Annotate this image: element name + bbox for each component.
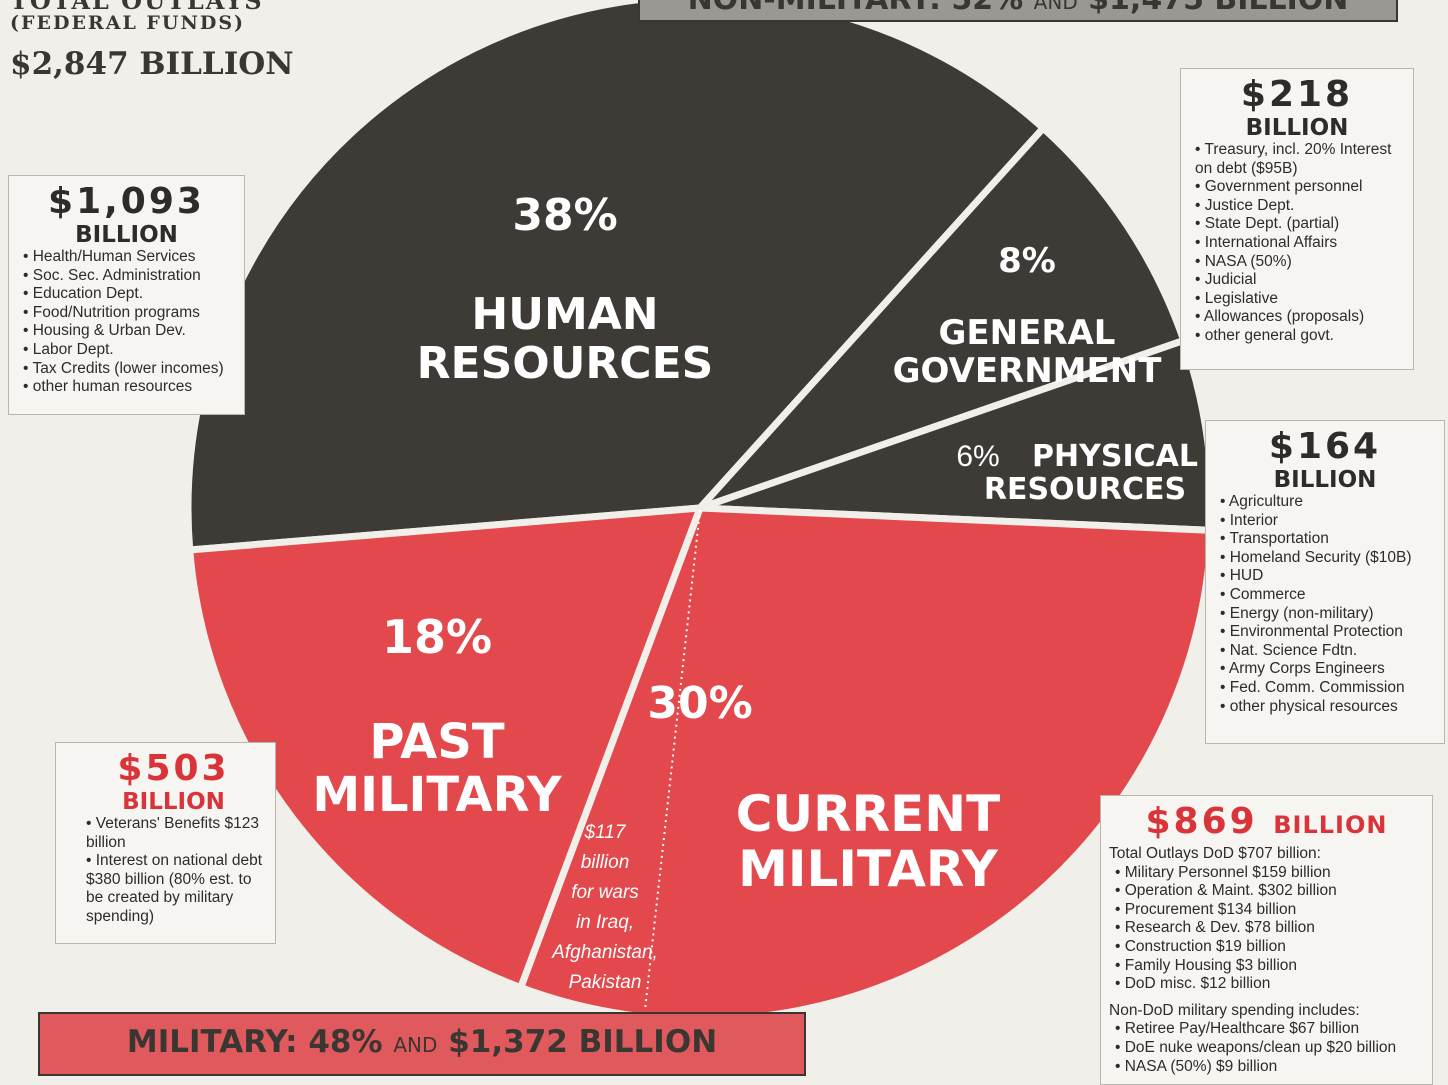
box-item: • Construction $19 billion <box>1115 937 1286 955</box>
box-item: • Commerce <box>1220 585 1306 603</box>
slice-value-label: 30% <box>647 678 753 729</box>
box-amount: $503 <box>117 748 230 789</box>
box-item: • Interest on national debt $380 billion… <box>86 852 263 925</box>
box-item: • State Dept. (partial) <box>1195 215 1340 233</box>
box-item: • Research & Dev. $78 billion <box>1115 919 1315 937</box>
box-unit: BILLION <box>1245 115 1349 141</box>
chart-total: $2,847 BILLION <box>10 46 294 82</box>
war-note-line: Afghanistan, <box>552 942 658 963</box>
box-item: • Education Dept. <box>23 285 144 303</box>
war-note-line: for wars <box>571 882 639 903</box>
box-item: • Labor Dept. <box>23 340 114 358</box>
banner-amount: $1,475 BILLION <box>1088 0 1348 17</box>
box-item: • DoE nuke weapons/clean up $20 billion <box>1115 1038 1397 1056</box>
pie-slice <box>186 504 704 992</box>
box-item: • other human resources <box>23 378 193 396</box>
war-note-line: Pakistan <box>568 972 642 993</box>
box-item: • Government personnel <box>1195 178 1363 196</box>
box-item: • Interior <box>1220 511 1278 529</box>
box-item: • Family Housing $3 billion <box>1115 956 1298 974</box>
banner-lead: MILITARY: 48% <box>126 1024 383 1060</box>
box-item: • Judicial <box>1195 271 1257 289</box>
slice-category-label: GENERAL GOVERNMENT <box>892 313 1162 391</box>
info-box: $164 BILLION • Agriculture • Interior • Tran… <box>1205 420 1445 744</box>
box-item: • Veterans' Benefits $123 billion <box>86 815 259 851</box>
slice-value-label: 38% <box>512 190 618 241</box>
box-unit: BILLION <box>1273 811 1388 839</box>
info-box: $218 BILLION • Treasury, incl. 20% Interes… <box>1180 68 1414 370</box>
war-note-line: billion <box>580 852 630 873</box>
box-unit: BILLION <box>75 222 178 248</box>
box-amount: $1,093 <box>48 181 205 222</box>
banner-lead: NON-MILITARY: 52% <box>688 0 1024 17</box>
box-intro: Total Outlays DoD $707 billion: <box>1109 845 1321 862</box>
box-unit: BILLION <box>1273 467 1377 493</box>
box-item: • DoD misc. $12 billion <box>1115 975 1271 993</box>
top-banner: NON-MILITARY: 52% AND $1,475 BILLION <box>638 0 1398 22</box>
box-unit: BILLION <box>122 789 225 815</box>
box-item: • Soc. Sec. Administration <box>23 266 201 284</box>
box-item: • Nat. Science Fdtn. <box>1220 641 1358 659</box>
box-item: • Food/Nutrition programs <box>23 303 200 321</box>
box-amount: $218 <box>1240 74 1354 115</box>
box-item: • Tax Credits (lower incomes) <box>23 359 224 377</box>
info-box: $503 BILLION • Veterans' Benefits $123 bil… <box>55 742 276 944</box>
war-note: $117 billion for wars in Iraq, Afghanistan, P… <box>540 818 670 998</box>
bottom-banner: MILITARY: 48% AND $1,372 BILLION <box>38 1012 806 1076</box>
box-item: • Fed. Comm. Commission <box>1220 678 1405 696</box>
box-intro: Non-DoD military spending includes: <box>1109 1001 1360 1019</box>
box-item: • NASA (50%) $9 billion <box>1115 1057 1278 1075</box>
box-item: • Agriculture <box>1220 493 1303 510</box>
slice-category-label: HUMAN RESOURCES <box>416 289 714 389</box>
info-box: $869 BILLION Total Outlays DoD $707 billi… <box>1100 795 1433 1085</box>
war-note-line: $117 <box>584 822 626 843</box>
box-item: • Homeland Security ($10B) <box>1220 548 1412 566</box>
box-item: • Justice Dept. <box>1195 196 1295 214</box>
box-item: • Housing & Urban Dev. <box>23 322 186 340</box>
box-item: • HUD <box>1220 567 1264 585</box>
box-item: • other general govt. <box>1195 326 1334 344</box>
slice-category-label: PAST MILITARY <box>312 713 562 823</box>
box-item: • Health/Human Services <box>23 248 196 265</box>
chart-title: TOTAL OUTLAYS <box>10 0 264 15</box>
war-note-line: in Iraq, <box>575 912 635 933</box>
box-heading: $869 BILLION <box>1109 802 1424 845</box>
slice-category-label: CURRENT MILITARY <box>735 785 1001 898</box>
box-item: • Operation & Maint. $302 billion <box>1115 882 1337 900</box>
slice-value-label: 6% <box>956 440 1000 473</box>
box-item: • Treasury, incl. 20% Interest on debt (… <box>1195 141 1392 177</box>
box-item: • Transportation <box>1220 530 1329 548</box>
box-item: • Retiree Pay/Healthcare $67 billion <box>1115 1020 1360 1038</box>
banner-joiner: AND <box>393 1033 438 1057</box>
banner-amount: $1,372 BILLION <box>448 1024 718 1060</box>
chart-subtitle: (FEDERAL FUNDS) <box>10 12 246 34</box>
box-item: • Procurement $134 billion <box>1115 900 1297 918</box>
box-item: • NASA (50%) <box>1195 252 1292 270</box>
slice-value-label: 8% <box>998 241 1056 281</box>
info-box: $1,093 BILLION • Health/Human Services • So… <box>8 175 245 415</box>
box-amount: $869 <box>1145 801 1258 842</box>
box-item: • Army Corps Engineers <box>1220 660 1385 678</box>
box-item: • International Affairs <box>1195 233 1338 251</box>
banner-joiner: AND <box>1033 0 1078 14</box>
box-item: • Legislative <box>1195 289 1278 307</box>
slice-category-label: PHYSICAL RESOURCES <box>983 439 1198 507</box>
box-item: • Environmental Protection <box>1220 623 1403 641</box>
box-item: • other physical resources <box>1220 697 1398 715</box>
box-amount: $164 <box>1268 426 1382 467</box>
box-item: • Energy (non-military) <box>1220 604 1374 622</box>
pie-slice <box>696 124 1188 512</box>
box-item: • Military Personnel $159 billion <box>1115 863 1331 881</box>
box-item: • Allowances (proposals) <box>1195 308 1365 326</box>
slice-value-label: 18% <box>381 610 493 664</box>
